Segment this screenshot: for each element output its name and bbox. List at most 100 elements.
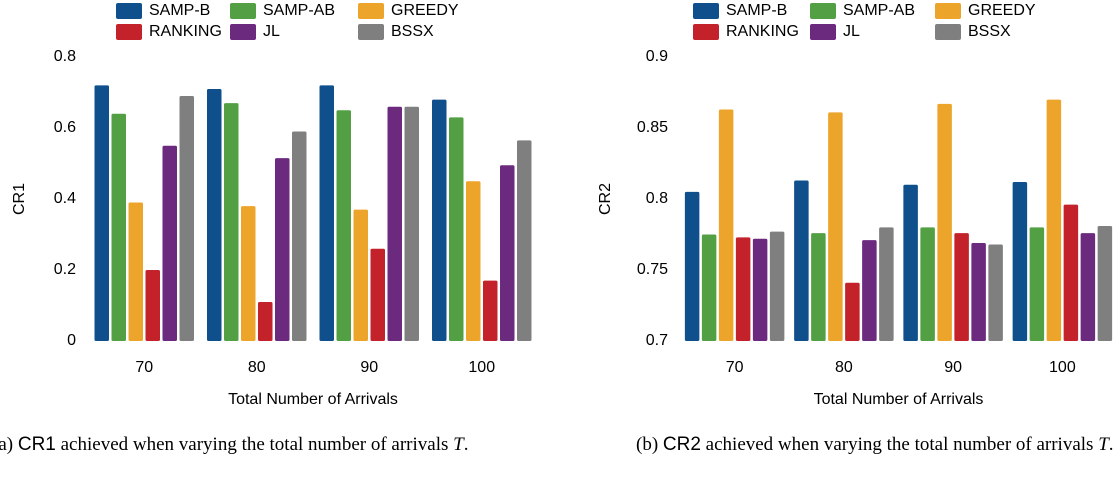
caption-part: T: [1098, 434, 1109, 455]
x-axis-label: Total Number of Arrivals: [814, 391, 984, 408]
bar: [811, 233, 826, 341]
bar: [94, 85, 109, 342]
legend-swatch: [230, 3, 256, 19]
bar: [517, 140, 532, 341]
bar: [275, 158, 290, 341]
y-tick-label: 0.85: [637, 119, 668, 136]
bar: [128, 202, 143, 341]
legend-label: JL: [843, 23, 860, 40]
bar: [903, 184, 918, 341]
bar: [1080, 233, 1096, 341]
bar: [769, 231, 785, 341]
caption: (a) CR1 achieved when varying the total …: [0, 433, 472, 456]
bar: [387, 106, 402, 341]
bar: [162, 145, 177, 341]
y-tick-label: 0.4: [54, 190, 76, 207]
bar: [1029, 227, 1045, 341]
x-tick-label: 70: [726, 359, 744, 376]
bar: [937, 103, 952, 341]
legend-swatch: [935, 3, 961, 19]
bar: [1012, 181, 1028, 341]
bar: [845, 282, 860, 341]
y-axis-label: CR2: [597, 183, 614, 215]
bar: [432, 99, 447, 341]
legend-label: GREEDY: [968, 2, 1036, 19]
bar: [701, 234, 717, 341]
legend-swatch: [116, 24, 142, 40]
caption-part: (b): [636, 434, 663, 455]
bar: [971, 243, 986, 341]
bar: [449, 117, 464, 341]
bar: [292, 131, 307, 341]
x-tick-label: 90: [360, 359, 378, 376]
bar: [179, 96, 194, 341]
bar: [718, 109, 734, 341]
legend-swatch: [693, 24, 719, 40]
legend-label: SAMP-AB: [843, 2, 915, 19]
bar: [500, 165, 515, 341]
y-axis-label: CR1: [11, 183, 28, 215]
y-tick-label: 0.8: [54, 48, 76, 65]
x-tick-label: 70: [135, 359, 153, 376]
caption-part: .: [463, 434, 469, 455]
bar: [1097, 225, 1113, 341]
legend-label: BSSX: [391, 23, 434, 40]
y-tick-label: 0.2: [54, 261, 76, 278]
y-tick-label: 0.9: [646, 48, 668, 65]
caption-part: .: [1108, 434, 1114, 455]
legend-label: BSSX: [968, 23, 1011, 40]
bar: [319, 85, 334, 342]
caption-part: CR2: [662, 434, 701, 455]
bar: [224, 103, 239, 342]
legend-label: SAMP-AB: [263, 2, 335, 19]
bar: [879, 227, 894, 341]
bar: [1046, 99, 1062, 341]
bar: [404, 106, 419, 341]
caption-part: (a): [0, 434, 14, 455]
legend-swatch: [810, 24, 836, 40]
bar: [353, 209, 368, 341]
bar: [370, 248, 385, 341]
x-tick-label: 100: [1049, 359, 1076, 376]
bar: [336, 110, 351, 341]
legend-swatch: [810, 3, 836, 19]
bar: [684, 191, 700, 341]
caption-part: achieved when varying the total number o…: [55, 434, 454, 455]
legend-swatch: [693, 3, 719, 19]
bar: [1063, 204, 1079, 341]
bar: [794, 180, 809, 341]
bar: [466, 181, 481, 341]
bar: [241, 206, 256, 341]
x-tick-label: 90: [944, 359, 962, 376]
y-tick-label: 0: [67, 332, 76, 349]
y-tick-label: 0.7: [646, 332, 668, 349]
legend-label: JL: [263, 23, 280, 40]
x-tick-label: 100: [468, 359, 495, 376]
legend-label: SAMP-B: [149, 2, 210, 19]
x-tick-label: 80: [835, 359, 853, 376]
y-tick-label: 0.75: [637, 261, 668, 278]
chart: 0.7 0.75 0.8 0.85 0.9 70 80 90 100 Total Number o…: [597, 2, 1113, 408]
bar: [207, 88, 222, 341]
caption-part: CR1: [17, 434, 56, 455]
legend-swatch: [935, 24, 961, 40]
x-tick-label: 80: [248, 359, 266, 376]
bar: [752, 238, 768, 341]
legend-swatch: [230, 24, 256, 40]
caption: (b) CR2 achieved when varying the total …: [636, 433, 1116, 456]
legend-label: SAMP-B: [726, 2, 787, 19]
bar: [735, 237, 751, 341]
bar: [111, 113, 126, 341]
bar: [954, 233, 969, 341]
y-tick-label: 0.8: [646, 190, 668, 207]
y-tick-label: 0.6: [54, 119, 76, 136]
bar: [920, 227, 935, 341]
bar: [862, 240, 877, 341]
legend-swatch: [358, 3, 384, 19]
legend-swatch: [358, 24, 384, 40]
bar: [828, 112, 843, 341]
x-axis-label: Total Number of Arrivals: [228, 391, 398, 408]
caption-part: achieved when varying the total number o…: [700, 434, 1099, 455]
caption-part: T: [453, 434, 464, 455]
